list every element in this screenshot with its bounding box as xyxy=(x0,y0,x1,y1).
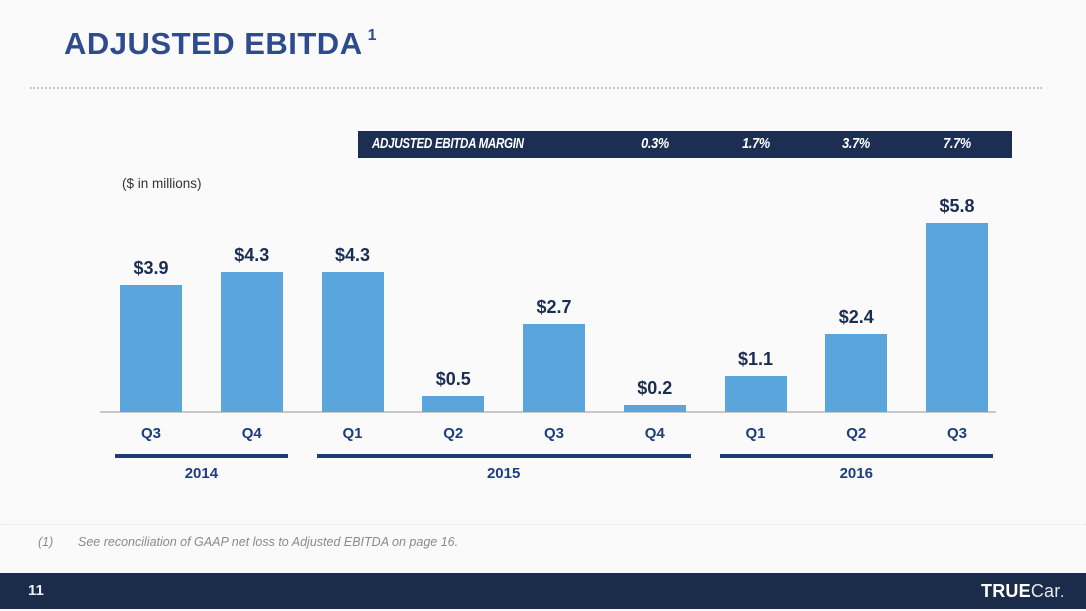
units-label: ($ in millions) xyxy=(122,176,202,191)
logo-text-light: Car xyxy=(1030,581,1061,601)
truecar-logo: TRUECar. xyxy=(981,573,1064,609)
x-tick-label: Q1 xyxy=(342,425,363,442)
footer-bar: 11 TRUECar. xyxy=(0,573,1086,609)
bar-q3-8 xyxy=(926,223,988,412)
x-tick-label: Q3 xyxy=(140,425,161,442)
year-group-line-2016 xyxy=(719,454,993,458)
logo-dot: . xyxy=(1060,586,1064,600)
page-title-text: ADJUSTED EBITDA xyxy=(64,26,363,61)
footnote-divider-dotted xyxy=(0,524,1086,525)
bar-q2-7 xyxy=(825,334,888,412)
bar-value-label: $0.2 xyxy=(637,378,673,398)
bar-value-label: $2.4 xyxy=(838,307,874,327)
bar-q2-3 xyxy=(422,396,485,412)
year-label-2016: 2016 xyxy=(839,465,873,482)
footnote-text: See reconciliation of GAAP net loss to A… xyxy=(78,535,459,549)
x-tick-label: Q3 xyxy=(543,425,564,442)
margin-value-1: 1.7% xyxy=(741,136,770,152)
bar-q1-2 xyxy=(321,272,384,412)
year-group-line-2014 xyxy=(115,454,288,458)
bar-value-label: $3.9 xyxy=(133,258,169,278)
bar-value-label: $1.1 xyxy=(737,349,774,369)
bar-q4-5 xyxy=(623,405,686,412)
margin-value-0: 0.3% xyxy=(640,136,669,152)
bar-value-label: $4.3 xyxy=(234,245,270,265)
x-tick-label: Q1 xyxy=(745,425,766,442)
margin-value-2: 3.7% xyxy=(842,136,871,152)
logo-text-bold: TRUE xyxy=(981,581,1031,601)
margin-value-3: 7.7% xyxy=(943,136,971,152)
title-footnote-ref: 1 xyxy=(367,27,377,44)
footnote-marker: (1) xyxy=(38,535,54,549)
bar-value-label: $4.3 xyxy=(334,245,371,265)
x-axis-line xyxy=(100,411,996,413)
adjusted-ebitda-margin-banner: ADJUSTED EBITDA MARGIN 0.3% 1.7% 3.7% 7.7% xyxy=(358,131,1012,158)
page-title: ADJUSTED EBITDA 1 xyxy=(64,26,377,62)
bar-value-label: $2.7 xyxy=(536,297,572,317)
bar-q3-4 xyxy=(523,324,585,412)
x-tick-label: Q2 xyxy=(846,425,867,442)
x-tick-label: Q3 xyxy=(946,425,967,442)
year-group-line-2015 xyxy=(316,454,691,458)
bar-q4-1 xyxy=(220,272,283,412)
x-tick-label: Q4 xyxy=(644,425,665,442)
title-divider-dotted xyxy=(30,87,1042,89)
bar-q3-0 xyxy=(120,285,182,412)
year-label-2015: 2015 xyxy=(486,465,521,482)
margin-banner-label: ADJUSTED EBITDA MARGIN xyxy=(372,136,524,152)
bar-q1-6 xyxy=(724,376,787,412)
year-label-2014: 2014 xyxy=(184,465,219,482)
bar-value-label: $0.5 xyxy=(435,369,471,389)
x-tick-label: Q4 xyxy=(241,425,262,442)
x-tick-label: Q2 xyxy=(443,425,464,442)
page-number: 11 xyxy=(28,582,44,599)
footnote: (1) See reconciliation of GAAP net loss t… xyxy=(38,535,1046,549)
bar-value-label: $5.8 xyxy=(939,196,975,216)
